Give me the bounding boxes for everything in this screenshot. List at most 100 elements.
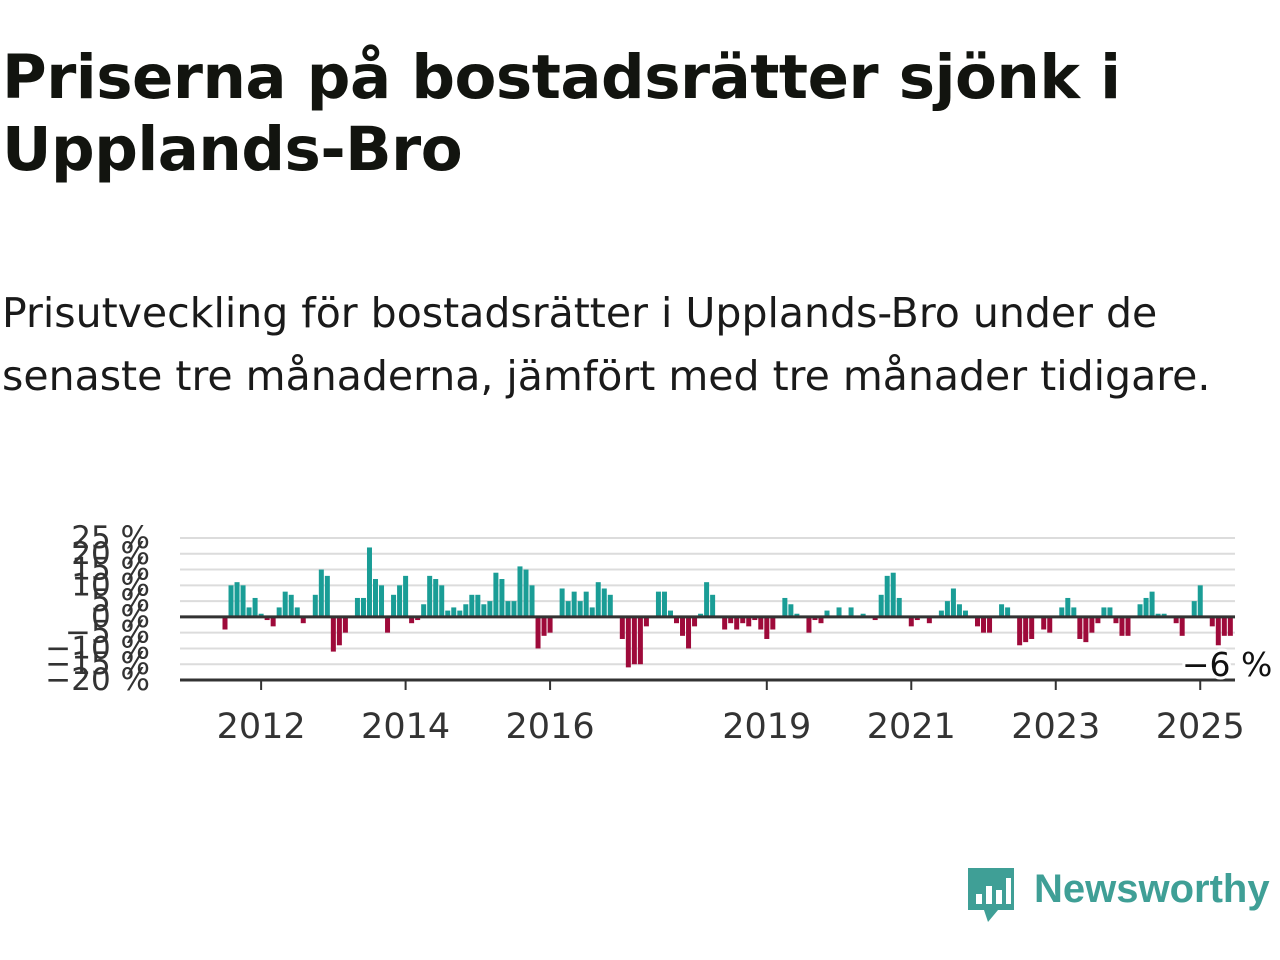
bar [860, 613, 866, 617]
bar [354, 597, 360, 617]
bar [758, 616, 764, 630]
bar [421, 604, 427, 617]
bar [788, 604, 794, 617]
chart-subtitle: Prisutveckling för bostadsrätter i Uppla… [2, 289, 1211, 400]
y-tick-label: −5 % [65, 615, 150, 651]
bar [956, 604, 962, 617]
bar [848, 607, 854, 617]
bar [896, 597, 902, 617]
bar [1125, 616, 1131, 636]
bar [294, 607, 300, 617]
y-axis-labels: 25 %20 %15 %10 %5 %0 %−5 %−10 %−15 %−20 … [45, 520, 150, 698]
x-tick-label: 2021 [867, 707, 956, 740]
bar [794, 613, 800, 617]
bar [487, 601, 493, 617]
bar [884, 575, 890, 617]
bar [469, 594, 475, 617]
bar [312, 594, 318, 617]
bar [318, 569, 324, 617]
bar [981, 616, 987, 633]
chart-title: Priserna på bostadsrätter sjönk i Upplan… [2, 42, 1121, 185]
bar [409, 616, 415, 624]
bar [1023, 616, 1029, 643]
bar [565, 601, 571, 617]
x-tick-label: 2012 [217, 707, 306, 740]
newsworthy-logo: Newsworthy [962, 864, 1278, 928]
bar [962, 610, 968, 617]
bar [704, 582, 710, 617]
newsworthy-logo-text: Newsworthy [1034, 867, 1270, 911]
y-tick-label: −10 % [45, 630, 150, 666]
x-axis-labels: 2012 2014 2016 2019 2021 2023 2025 [217, 680, 1245, 740]
bar [523, 569, 529, 617]
bar [987, 616, 993, 633]
bar [680, 616, 686, 636]
bar-chart: 25 %20 %15 %10 %5 %0 %−5 %−10 %−15 %−20 … [45, 520, 1275, 740]
bar [836, 607, 842, 617]
bar [1209, 616, 1215, 627]
bar [1017, 616, 1023, 646]
bar [439, 585, 445, 617]
bar [1059, 607, 1065, 617]
bar [360, 597, 366, 617]
x-tick-label: 2014 [361, 707, 450, 740]
bar [252, 597, 258, 617]
bar [499, 579, 505, 617]
bar [1101, 607, 1107, 617]
y-tick-label: 0 % [91, 599, 150, 635]
bar [1107, 607, 1113, 617]
bar [643, 616, 649, 627]
bar [1047, 616, 1053, 633]
bar [246, 607, 252, 617]
x-tick-label: 2023 [1011, 707, 1100, 740]
bar [481, 604, 487, 617]
bar [595, 582, 601, 617]
bar [782, 597, 788, 617]
x-tick-label: 2019 [722, 707, 811, 740]
bar [1173, 616, 1179, 624]
bar [475, 594, 481, 617]
bar [457, 610, 463, 617]
bar [264, 616, 270, 621]
bar [1113, 616, 1119, 624]
bar [1029, 616, 1035, 639]
bar [379, 585, 385, 617]
x-tick-label: 2016 [506, 707, 595, 740]
bar [397, 585, 403, 617]
bar [1089, 616, 1095, 633]
bar [1137, 604, 1143, 617]
bar [505, 601, 511, 617]
bar [698, 613, 704, 617]
bar [403, 575, 409, 617]
bar [746, 616, 752, 627]
y-tick-label: 25 % [71, 520, 150, 556]
bar [728, 616, 734, 624]
bar [938, 610, 944, 617]
bar [975, 616, 980, 627]
bar [824, 610, 830, 617]
bar [1005, 607, 1011, 617]
newsworthy-logo-icon [968, 868, 1014, 922]
bar [812, 616, 818, 621]
bar [1227, 616, 1233, 636]
bar [950, 588, 956, 617]
bar [282, 591, 288, 617]
bar [631, 616, 637, 665]
bar [228, 585, 234, 617]
bar [710, 594, 716, 617]
bar [577, 601, 583, 617]
bar [674, 616, 679, 624]
bar [655, 591, 661, 617]
bar [667, 610, 673, 617]
bar [601, 588, 607, 617]
bar [908, 616, 914, 627]
bar [1077, 616, 1083, 639]
bar [240, 585, 246, 617]
bar [607, 594, 613, 617]
bar [1221, 616, 1227, 636]
y-tick-label: −20 % [45, 662, 150, 698]
bar [1155, 613, 1161, 617]
bar [415, 616, 421, 621]
bar [1143, 597, 1149, 617]
bar [1191, 601, 1197, 617]
